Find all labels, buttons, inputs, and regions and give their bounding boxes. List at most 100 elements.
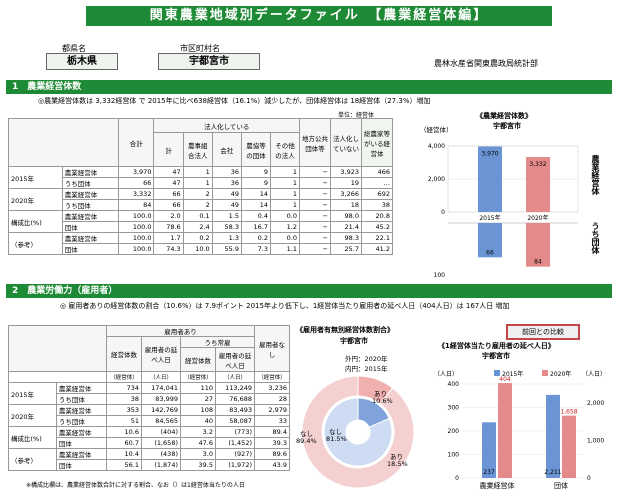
- row-kind: 農業経営体: [61, 166, 120, 178]
- table-cell: 466: [361, 166, 393, 178]
- th-perm: うち常雇: [180, 336, 255, 348]
- table-cell: 47.6: [180, 437, 216, 449]
- table-cell: −: [299, 177, 331, 189]
- table-cell: 51: [106, 415, 142, 427]
- th-other: その他の法人: [270, 132, 300, 167]
- table-cell: (438): [141, 448, 181, 460]
- table-cell: 100.0: [117, 221, 155, 233]
- chart1-subtitle: 宇都宮市: [493, 122, 521, 130]
- table-cell: 45.2: [361, 221, 393, 233]
- table-cell: 110: [180, 382, 216, 394]
- table-cell: 174,041: [141, 382, 181, 394]
- table-cell: 56.1: [106, 459, 142, 471]
- table-cell: 66: [153, 188, 184, 200]
- legend-label: 2020年: [550, 370, 571, 378]
- bar: [498, 383, 512, 478]
- compare-button[interactable]: 前回との比較: [506, 324, 580, 340]
- pie-label-ari-outer: あり: [374, 390, 387, 398]
- table-cell: (1,452): [215, 437, 255, 449]
- table-cell: 0.2: [182, 232, 213, 244]
- row-year: 2020年: [8, 188, 63, 211]
- th-total: 合計: [117, 118, 155, 167]
- y-tick-label: 100: [434, 272, 446, 278]
- y-tick-label-right: 2,000: [587, 400, 604, 407]
- th-days: 雇用者の延べ人日: [141, 336, 181, 372]
- data-label: 3,970: [481, 150, 498, 157]
- chart2-title: 《雇用者有無別経営体数割合》: [296, 326, 394, 334]
- table-cell: 1.5: [211, 210, 243, 222]
- bar: [526, 157, 550, 212]
- table-cell: 2.0: [153, 210, 184, 222]
- section2-title: 2 農業労働力（雇用者）: [6, 284, 612, 298]
- table-cell: 20.8: [361, 210, 393, 222]
- table-row: 構成比(%) 農業経営体 100.0 2.0 0.1 1.5 0.4 0.0−98.0 20.8: [8, 210, 393, 233]
- table-cell: 39.5: [180, 459, 216, 471]
- table-cell: 353: [106, 404, 142, 416]
- table-cell: 3,332: [117, 188, 155, 200]
- th-noncorp: 法人化していない: [330, 118, 362, 167]
- table-cell: 41.2: [361, 243, 393, 255]
- chart3-subtitle: 宇都宮市: [482, 352, 510, 360]
- y-tick-label: 200: [448, 428, 460, 435]
- chart1-unit: （経営体）: [420, 126, 453, 134]
- table-cell: 100.0: [117, 243, 155, 255]
- table-cell: 36: [211, 166, 243, 178]
- chart3-unit: （人日）: [434, 371, 458, 378]
- table-cell: 3,236: [254, 382, 290, 394]
- row-kind: うち団体: [61, 177, 120, 189]
- pref-label: 都県名: [62, 44, 86, 53]
- table-cell: 14: [241, 199, 271, 211]
- row-kind: 団体: [61, 221, 120, 233]
- unit-cell: （人日）: [215, 371, 255, 383]
- table-cell: 38: [361, 199, 393, 211]
- th-company: 会社: [211, 132, 243, 167]
- table-cell: 734: [106, 382, 142, 394]
- table-cell: 3.2: [180, 426, 216, 438]
- table-cell: 7.3: [241, 243, 271, 255]
- table-cell: 28: [254, 393, 290, 405]
- table-cell: 0.0: [270, 232, 300, 244]
- row-year: 2020年: [8, 404, 57, 427]
- th-hlabel: 総農家等がいる経営体: [361, 118, 393, 167]
- table-row: 団体 100.0 78.6 2.4 58.3 16.7 1.2−21.4 45.2: [9, 221, 393, 233]
- table-cell: 2: [182, 188, 213, 200]
- row-year: 構成比(%): [8, 210, 63, 233]
- th-assoc: 農協等の団体: [241, 132, 271, 167]
- table-cell: 58.3: [211, 221, 243, 233]
- table-cell: 100.0: [117, 232, 155, 244]
- th-local: 地方公共団体等: [299, 118, 331, 167]
- table-cell: 89.6: [254, 448, 290, 460]
- row-kind: 農業経営体: [61, 210, 120, 222]
- row-year: （参考）: [8, 448, 57, 471]
- table-cell: 66: [153, 199, 184, 211]
- table-row: 団体 60.7 (1,658) 47.6 (1,452) 39.3: [9, 437, 290, 449]
- legend-label: 2015年: [502, 370, 523, 378]
- row-kind: うち団体: [55, 393, 108, 405]
- legend-swatch: [542, 370, 548, 376]
- y-tick-label: 400: [448, 381, 460, 388]
- row-kind: 農業経営体: [55, 426, 108, 438]
- row-kind: 農業経営体: [61, 232, 120, 244]
- table-cell: 21.4: [330, 221, 362, 233]
- table-cell: 10.0: [182, 243, 213, 255]
- bar: [546, 394, 560, 478]
- chart3-title: 《1経営体当たり雇用者の延べ人日》: [438, 342, 555, 350]
- table-row: 2020年 農業経営体 3,332 66 2 49 14 1−3,266 692: [8, 188, 393, 211]
- pie-label-nashi-outer: なし: [300, 430, 313, 438]
- table-row: うち団体 66 47 1 36 9 1−19…: [9, 177, 393, 189]
- table-cell: 49: [211, 188, 243, 200]
- section1-summary: ◎農業経営体数は 3,332経営体 で 2015年に比べ638経営体（16.1%…: [38, 97, 431, 105]
- y-tick-label-right: 1,000: [587, 437, 604, 444]
- table-cell: 1: [270, 177, 300, 189]
- table-cell: 1: [270, 166, 300, 178]
- chart2-legend-outer: 外円：2020年: [345, 355, 388, 363]
- row-kind: 農業経営体: [61, 188, 120, 200]
- table-cell: 1: [182, 166, 213, 178]
- y-tick-label: 4,000: [428, 143, 445, 150]
- section2-note: ※構成比欄は、農業経営体数合計に対する割合、なお（）は1経営体当たりの人日: [26, 482, 245, 489]
- table-cell: 27: [180, 393, 216, 405]
- row-kind: 農業経営体: [55, 404, 108, 416]
- table-cell: 83,999: [141, 393, 181, 405]
- table-cell: 10.4: [106, 448, 142, 460]
- pie-slice: [323, 397, 393, 467]
